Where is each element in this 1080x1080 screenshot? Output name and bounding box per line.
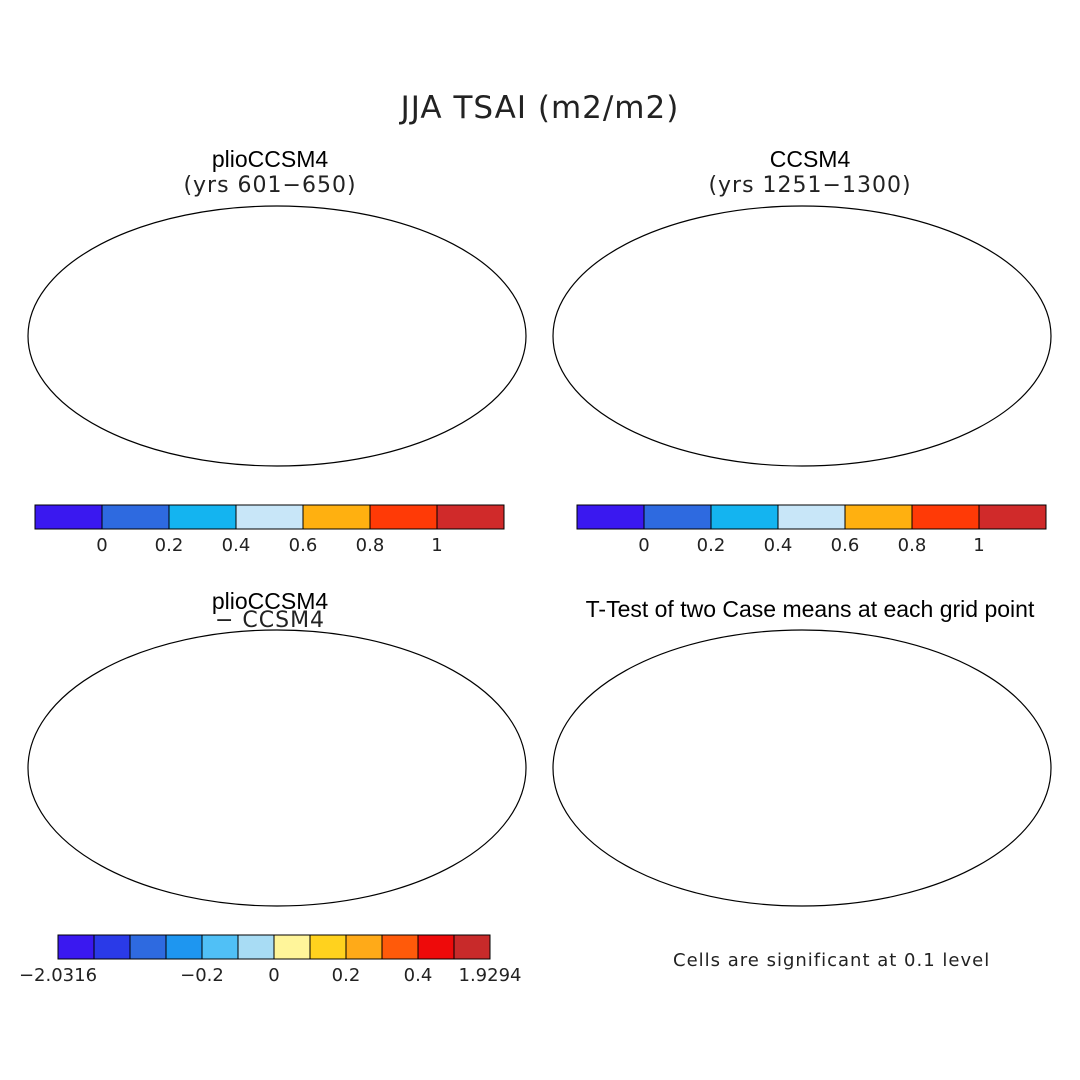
colorbar-tick-label: 0.4 [222, 535, 251, 556]
colorbar-swatch [235, 504, 304, 530]
colorbar-swatch [417, 934, 455, 960]
colorbar-swatch [201, 934, 239, 960]
panel-title-ttest: T-Test of two Case means at each grid po… [585, 596, 1035, 622]
colorbar-swatch [57, 934, 95, 960]
colorbar-tick-label: 1 [431, 535, 442, 556]
colorbar-tick-label: 0.8 [356, 535, 385, 556]
colorbar-swatch [129, 934, 167, 960]
colorbar-plio: 0 0.2 0.4 0.6 0.8 1 [34, 504, 505, 556]
map-panel-ttest [552, 629, 1052, 907]
colorbar-tick-label: 1.9294 [459, 965, 522, 986]
panel-subtitle-diff: − CCSM4 [214, 608, 326, 633]
panel-title-ccsm4: CCSM4 [769, 146, 851, 172]
colorbar-tick-label: 0.2 [332, 965, 361, 986]
colorbar-swatch [302, 504, 371, 530]
colorbar-difference: −2.0316 −0.2 0 0.2 0.4 1.9294 [19, 934, 522, 986]
colorbar-tick-label: 0 [96, 535, 107, 556]
colorbar-tick-label: −0.2 [180, 965, 224, 986]
significance-note: Cells are significant at 0.1 level [673, 950, 991, 971]
colorbar-tick-label: 0 [268, 965, 279, 986]
colorbar-tick-label: 0.8 [898, 535, 927, 556]
colorbar-swatch [576, 504, 645, 530]
colorbar-tick-label: 0.4 [764, 535, 793, 556]
colorbar-tick-label: −2.0316 [19, 965, 97, 986]
colorbar-swatch [165, 934, 203, 960]
colorbar-ccsm4: 0 0.2 0.4 0.6 0.8 1 [576, 504, 1047, 556]
map-panel-ccsm4 [552, 205, 1052, 467]
colorbar-swatch [345, 934, 383, 960]
colorbar-swatch [309, 934, 347, 960]
panel-title-plio: plioCCSM4 [211, 146, 329, 172]
colorbar-swatch [369, 504, 438, 530]
colorbar-swatch [777, 504, 846, 530]
colorbar-tick-label: 0.4 [404, 965, 433, 986]
colorbar-tick-label: 0 [638, 535, 649, 556]
colorbar-swatch [101, 504, 170, 530]
colorbar-swatch [381, 934, 419, 960]
colorbar-swatch [93, 934, 131, 960]
figure-title: JJA TSAI (m2/m2) [400, 90, 680, 126]
colorbar-swatch [237, 934, 275, 960]
colorbar-tick-label: 0.2 [697, 535, 726, 556]
panel-subtitle-plio: (yrs 601−650) [183, 173, 357, 198]
map-panel-difference [27, 629, 527, 907]
colorbar-swatch [978, 504, 1047, 530]
colorbar-swatch [168, 504, 237, 530]
colorbar-tick-label: 0.6 [289, 535, 318, 556]
colorbar-swatch [643, 504, 712, 530]
colorbar-swatch [453, 934, 491, 960]
panel-title-diff: plioCCSM4 [211, 588, 329, 614]
colorbar-swatch [34, 504, 103, 530]
colorbar-swatch [844, 504, 913, 530]
panel-subtitle-ccsm4: (yrs 1251−1300) [708, 173, 912, 198]
colorbar-tick-label: 0.2 [155, 535, 184, 556]
colorbar-swatch [710, 504, 779, 530]
colorbar-swatch [911, 504, 980, 530]
colorbar-swatch [436, 504, 505, 530]
colorbar-swatch [273, 934, 311, 960]
map-panel-plio [27, 205, 527, 467]
colorbar-tick-label: 0.6 [831, 535, 860, 556]
colorbar-tick-label: 1 [973, 535, 984, 556]
